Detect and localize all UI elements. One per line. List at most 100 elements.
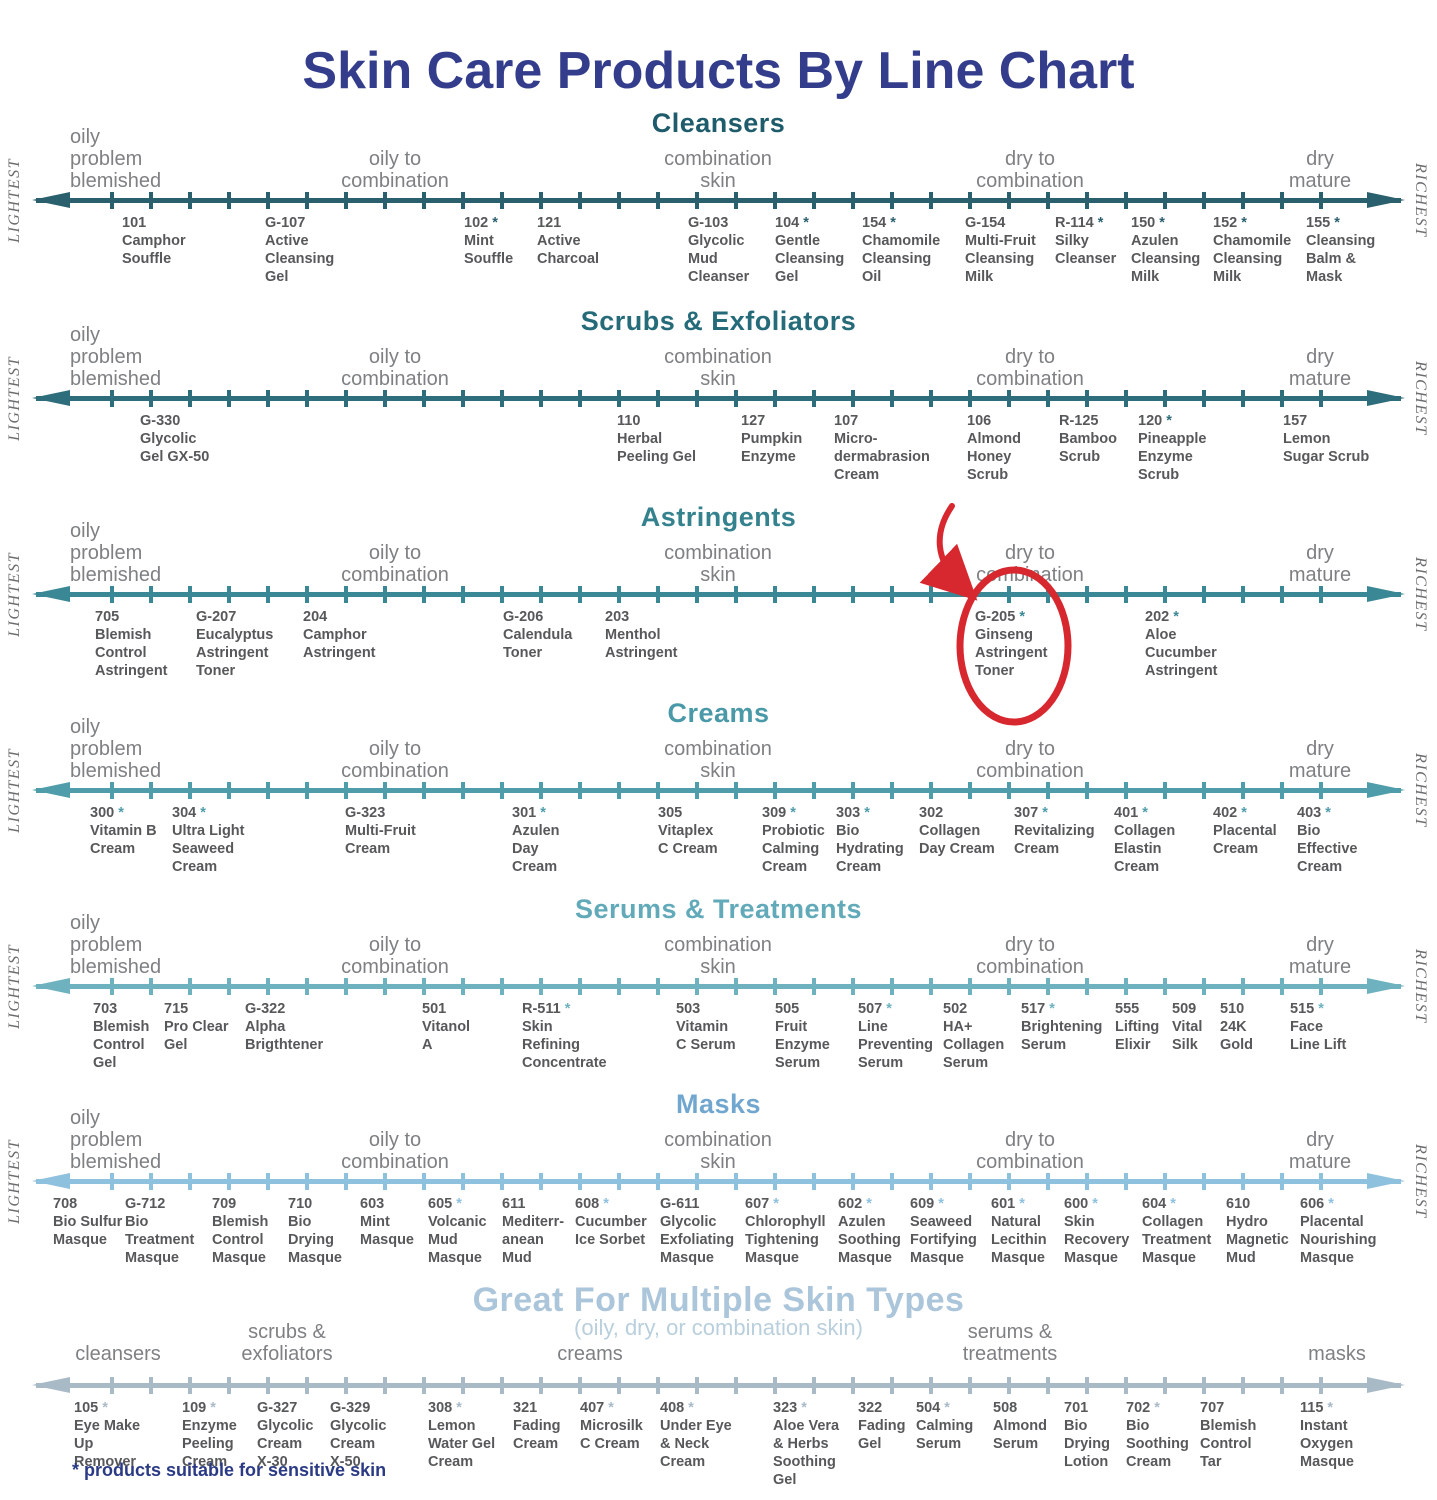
product-code: 301 * xyxy=(512,805,546,821)
product-code: 703 xyxy=(93,1001,118,1017)
product-code: 609 * xyxy=(910,1196,944,1212)
sensitive-asterisk: * xyxy=(1330,215,1340,231)
lightest-label-text: LIGHTEST xyxy=(6,551,23,637)
axis-arrowhead-left xyxy=(32,1377,70,1393)
product-code: 702 * xyxy=(1126,1400,1160,1416)
product-label: 107 Micro- dermabrasion Cream xyxy=(834,412,930,484)
product-name: Under Eye & Neck Cream xyxy=(660,1418,732,1470)
section-title: Masks xyxy=(675,1089,762,1119)
product-code: 109 * xyxy=(182,1400,216,1416)
product-label: 308 * Lemon Water Gel Cream xyxy=(428,1399,495,1471)
sensitive-asterisk: * xyxy=(940,1400,950,1416)
product-name: Seaweed Fortifying Masque xyxy=(910,1214,977,1266)
product-name: Eye Make Up Remover xyxy=(74,1418,141,1470)
richest-label-text: RICHEST xyxy=(1412,752,1429,828)
lightest-label: LIGHTEST xyxy=(0,1119,30,1243)
product-code: 515 * xyxy=(1290,1001,1324,1017)
product-label: 115 * Instant Oxygen Masque xyxy=(1300,1399,1354,1471)
product-name: Active Charcoal xyxy=(537,233,600,267)
product-code: 202 * xyxy=(1145,609,1179,625)
skin-type-label: dry to combination xyxy=(976,346,1084,390)
product-code: 504 * xyxy=(916,1400,950,1416)
product-label: 157 Lemon Sugar Scrub xyxy=(1283,412,1369,466)
product-name: Alpha Brigthtener xyxy=(245,1019,324,1053)
product-label: 323 * Aloe Vera & Herbs Soothing Gel xyxy=(773,1399,839,1489)
product-label: 710 Bio Drying Masque xyxy=(288,1195,342,1267)
product-name: Instant Oxygen Masque xyxy=(1300,1418,1354,1470)
product-label: G-329 Glycolic Cream X-50 xyxy=(330,1399,386,1471)
richness-axis xyxy=(32,192,1405,209)
section-scrubs: Scrubs & Exfoliators oily problem blemish… xyxy=(0,306,1437,506)
product-code: 305 xyxy=(658,805,683,821)
product-name: Bamboo Scrub xyxy=(1059,431,1117,465)
product-code: 606 * xyxy=(1300,1196,1334,1212)
product-label: R-125 Bamboo Scrub xyxy=(1059,412,1117,466)
product-label: 606 * Placental Nourishing Masque xyxy=(1300,1195,1377,1267)
product-name: Pumpkin Enzyme xyxy=(741,431,803,465)
product-code: 101 xyxy=(122,215,147,231)
axis-arrowhead-left xyxy=(32,192,70,208)
product-name: Line Preventing Serum xyxy=(858,1019,933,1071)
product-label: 204 Camphor Astringent xyxy=(303,608,376,662)
skin-type-label: dry mature xyxy=(1288,934,1352,978)
product-code: 710 xyxy=(288,1196,313,1212)
product-code: 517 * xyxy=(1021,1001,1055,1017)
product-code: 302 xyxy=(919,805,944,821)
product-label: 302 Collagen Day Cream xyxy=(919,804,995,858)
product-name: Cucumber Ice Sorbet xyxy=(575,1214,647,1248)
axis-arrowhead-right xyxy=(1367,390,1405,406)
product-label: 604 * Collagen Treatment Masque xyxy=(1142,1195,1211,1267)
axis-tick-marks xyxy=(110,782,1327,799)
product-code: 408 * xyxy=(660,1400,694,1416)
lightest-label-text: LIGHTEST xyxy=(6,1138,23,1224)
product-name: Fading Cream xyxy=(513,1418,561,1452)
product-label: 322 Fading Gel xyxy=(858,1399,906,1453)
product-code: 608 * xyxy=(575,1196,609,1212)
product-name: Pineapple Enzyme Scrub xyxy=(1138,431,1207,483)
sensitive-asterisk: * xyxy=(1237,215,1247,231)
product-name: Calendula Toner xyxy=(503,627,573,661)
product-label: 203 Menthol Astringent xyxy=(605,608,678,662)
product-name: Vitanol A xyxy=(422,1019,471,1053)
axis-arrowhead-right xyxy=(1367,192,1405,208)
sensitive-asterisk: * xyxy=(1324,1196,1334,1212)
product-name: Collagen Treatment Masque xyxy=(1142,1214,1212,1266)
product-label: 702 * Bio Soothing Cream xyxy=(1126,1399,1189,1471)
axis-arrowhead-left xyxy=(32,1173,70,1189)
product-label: 403 * Bio Effective Cream xyxy=(1297,804,1357,876)
product-label: 607 * Chlorophyll Tightening Masque xyxy=(745,1195,826,1267)
skin-type-label: oily problem blemished xyxy=(70,520,162,586)
skin-type-label: dry mature xyxy=(1288,738,1352,782)
sensitive-asterisk: * xyxy=(1015,609,1025,625)
product-code: G-107 xyxy=(265,215,306,231)
product-label: G-322 Alpha Brigthtener xyxy=(245,1000,323,1054)
richness-axis xyxy=(32,586,1405,603)
product-name: Glycolic Gel GX-50 xyxy=(140,431,210,465)
product-name: Bio Sulfur Masque xyxy=(53,1214,123,1248)
lightest-label: LIGHTEST xyxy=(0,532,30,656)
product-code: 611 xyxy=(502,1196,526,1212)
product-label: 152 * Chamomile Cleansing Milk xyxy=(1213,214,1291,286)
product-name: Volcanic Mud Masque xyxy=(428,1214,487,1266)
product-name: Azulen Day Cream xyxy=(512,823,560,875)
skin-type-label: oily problem blemished xyxy=(70,324,162,390)
sensitive-asterisk: * xyxy=(934,1196,944,1212)
lightest-label-text: LIGHTEST xyxy=(6,747,23,833)
skin-type-label: dry to combination xyxy=(976,148,1084,192)
product-name: Collagen Elastin Cream xyxy=(1114,823,1176,875)
product-name: Probiotic Calming Cream xyxy=(762,823,825,875)
richest-label-text: RICHEST xyxy=(1412,948,1429,1024)
product-code: 322 xyxy=(858,1400,883,1416)
sensitive-asterisk: * xyxy=(1162,413,1172,429)
product-name: HA+ Collagen Serum xyxy=(943,1019,1005,1071)
skin-type-label: dry to combination xyxy=(976,1129,1084,1173)
product-name: Cleansing Balm & Mask xyxy=(1306,233,1376,285)
product-code: 120 * xyxy=(1138,413,1172,429)
product-code: 304 * xyxy=(172,805,206,821)
product-label: 401 * Collagen Elastin Cream xyxy=(1114,804,1175,876)
product-label: 303 * Bio Hydrating Cream xyxy=(836,804,904,876)
product-label: 305 Vitaplex C Cream xyxy=(658,804,718,858)
product-name: Glycolic Cream X-50 xyxy=(330,1418,387,1470)
product-label: 701 Bio Drying Lotion xyxy=(1064,1399,1110,1471)
product-label: 503 Vitamin C Serum xyxy=(676,1000,736,1054)
